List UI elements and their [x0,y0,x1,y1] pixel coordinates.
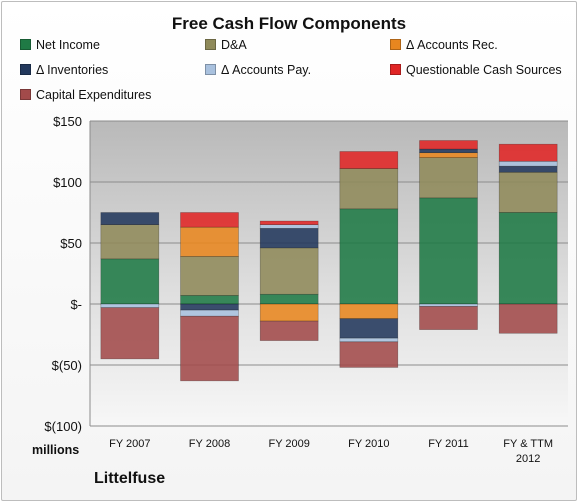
legend-swatch [390,64,401,75]
y-tick-label: $150 [53,114,82,129]
y-tick-label: $- [70,297,82,312]
bar-segment [259,228,319,249]
bar-segment [498,143,558,162]
legend-item: Δ Accounts Rec. [390,38,498,52]
x-tick-label: FY 2009 [268,438,309,450]
bar-segment [498,160,558,167]
x-tick-label: FY 2011 [428,438,469,450]
legend-label: Δ Accounts Pay. [221,63,312,77]
legend-swatch [20,39,31,50]
legend-label: Δ Accounts Rec. [406,38,498,52]
bar-segment [100,307,160,360]
legend-swatch [20,89,31,100]
legend-swatch [205,64,216,75]
legend-item: Net Income [20,38,100,52]
x-tick-label: FY 2008 [189,438,230,450]
bar-segment [419,197,478,305]
bar-segment [180,309,239,317]
bar-segment [100,212,160,225]
bar-segment [339,337,399,343]
bar-segment [498,303,558,334]
bar-segment [259,303,319,322]
bar-segment [498,171,558,213]
bar-segment [498,165,558,173]
bar-segment [498,212,558,305]
bar-segment [180,303,239,311]
legend-label: Net Income [36,38,100,52]
bar-segment [419,152,478,158]
legend-swatch [205,39,216,50]
y-tick-label: $(100) [44,419,82,434]
bar-segment [180,212,239,228]
bar-segment [180,256,239,296]
x-tick-label: FY 2007 [109,438,150,450]
bar-segment [339,208,399,305]
bar-segment [100,303,160,308]
x-tick-label: 2012 [516,453,540,465]
legend-label: Questionable Cash Sources [406,63,562,77]
bar-segment [339,341,399,368]
bar-segment [259,220,319,225]
bar-segment [100,224,160,260]
bar-segment [259,293,319,305]
y-tick-label: $(50) [52,358,82,373]
bar-segment [180,226,239,257]
bar-segment [339,151,399,169]
legend-label: Capital Expenditures [36,88,152,102]
y-tick-label: $100 [53,175,82,190]
legend-item: Questionable Cash Sources [390,63,562,77]
legend-item: D&A [205,38,247,52]
legend-item: Δ Inventories [20,63,108,77]
bar-segment [180,295,239,305]
x-tick-label: FY & TTM [503,438,553,450]
legend-label: Δ Inventories [36,63,109,77]
bar-segment [419,306,478,330]
y-tick-label: $50 [60,236,82,251]
bar-segment [419,148,478,154]
bar-segment [180,315,239,382]
bar-segment [259,320,319,341]
bar-segment [419,157,478,199]
legend-item: Capital Expenditures [20,88,151,102]
legend-swatch [20,64,31,75]
bar-segment [259,247,319,295]
bar-segment [259,224,319,229]
bar-segment [339,303,399,319]
chart-title: Free Cash Flow Components [171,14,407,33]
legend-item: Δ Accounts Pay. [205,63,311,77]
bar-segment [339,168,399,210]
bar-segment [419,303,478,307]
bar-segment [339,318,399,339]
x-tick-label: FY 2010 [348,438,389,450]
legend-label: D&A [221,38,247,52]
units-label: millions [32,443,80,457]
plot-area [90,121,568,426]
company-name: Littelfuse [94,470,166,487]
legend-swatch [390,39,401,50]
bar-segment [100,258,160,305]
bar-segment [419,140,478,150]
